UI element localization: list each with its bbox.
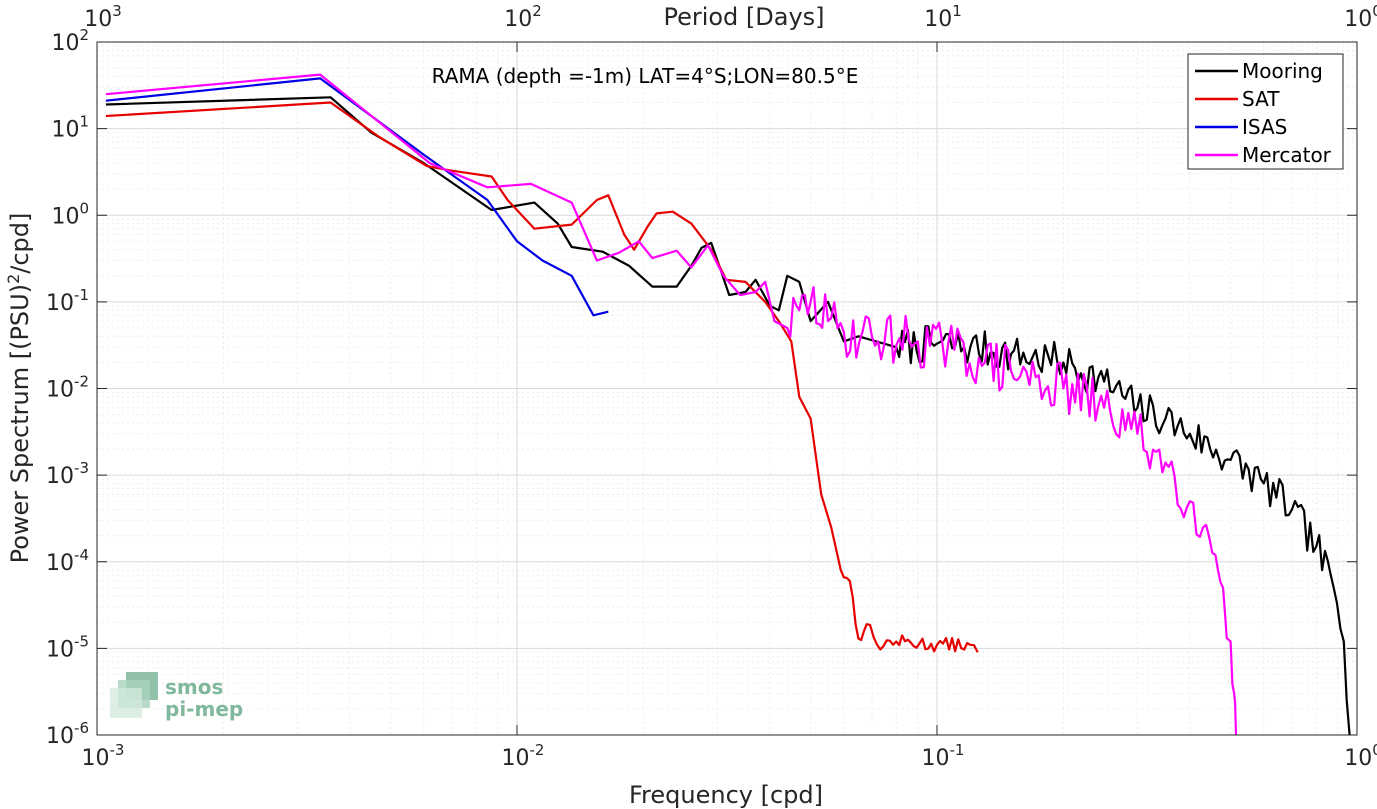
legend-label-mercator: Mercator [1242, 143, 1332, 167]
smos-pimep-logo: smos pi-mep [110, 672, 243, 721]
y-tick-label: 100 [51, 199, 89, 229]
y-tick-label: 10-2 [46, 373, 89, 403]
legend-box [1187, 53, 1344, 170]
y-tick-label: 10-4 [46, 546, 89, 576]
y-tick-label: 10-5 [46, 632, 89, 662]
x-tick-label: 10-3 [82, 741, 125, 771]
top-axis-title: Period [Days] [663, 3, 824, 31]
series-line-isas [105, 77, 609, 317]
y-axis-title: Power Spectrum [(PSU)2/cpd] [4, 213, 34, 564]
y-tick-label: 102 [51, 26, 89, 56]
x-tick-labels: 10-3 10-2 10-1 100 [82, 741, 1377, 771]
y-tick-label: 10-6 [46, 719, 89, 749]
logo-text-line1: smos [165, 675, 223, 699]
top-tick-label: 103 [84, 2, 122, 32]
legend-label-mooring: Mooring [1242, 59, 1323, 83]
x-tick-label: 100 [1344, 741, 1377, 771]
series-layer [105, 73, 1351, 736]
x-axis-title: Frequency [cpd] [629, 781, 823, 809]
y-tick-label: 101 [51, 113, 89, 143]
top-tick-label: 100 [1344, 2, 1377, 32]
y-tick-label: 10-1 [46, 286, 89, 316]
legend-label-sat: SAT [1242, 87, 1280, 111]
y-tick-label: 10-3 [46, 459, 89, 489]
top-tick-label: 101 [924, 2, 962, 32]
x-tick-label: 10-2 [502, 741, 545, 771]
legend: Mooring SAT ISAS Mercator [1187, 53, 1344, 170]
logo-mark-icon [110, 672, 158, 718]
series-line-mooring [105, 96, 1351, 736]
y-tick-labels: 10-6 10-5 10-4 10-3 10-2 10-1 100 101 102 [46, 26, 89, 749]
logo-text-line2: pi-mep [165, 697, 243, 721]
chart-annotation: RAMA (depth =-1m) LAT=4°S;LON=80.5°E [432, 64, 859, 88]
x-tick-label: 10-1 [922, 741, 965, 771]
series-line-mercator [105, 73, 1238, 736]
tick-marks [96, 41, 1358, 736]
top-tick-labels: 103 102 101 100 [84, 2, 1377, 32]
series-line-sat [105, 101, 979, 653]
top-tick-label: 102 [504, 2, 542, 32]
grid [96, 42, 1357, 736]
legend-label-isas: ISAS [1242, 115, 1287, 139]
